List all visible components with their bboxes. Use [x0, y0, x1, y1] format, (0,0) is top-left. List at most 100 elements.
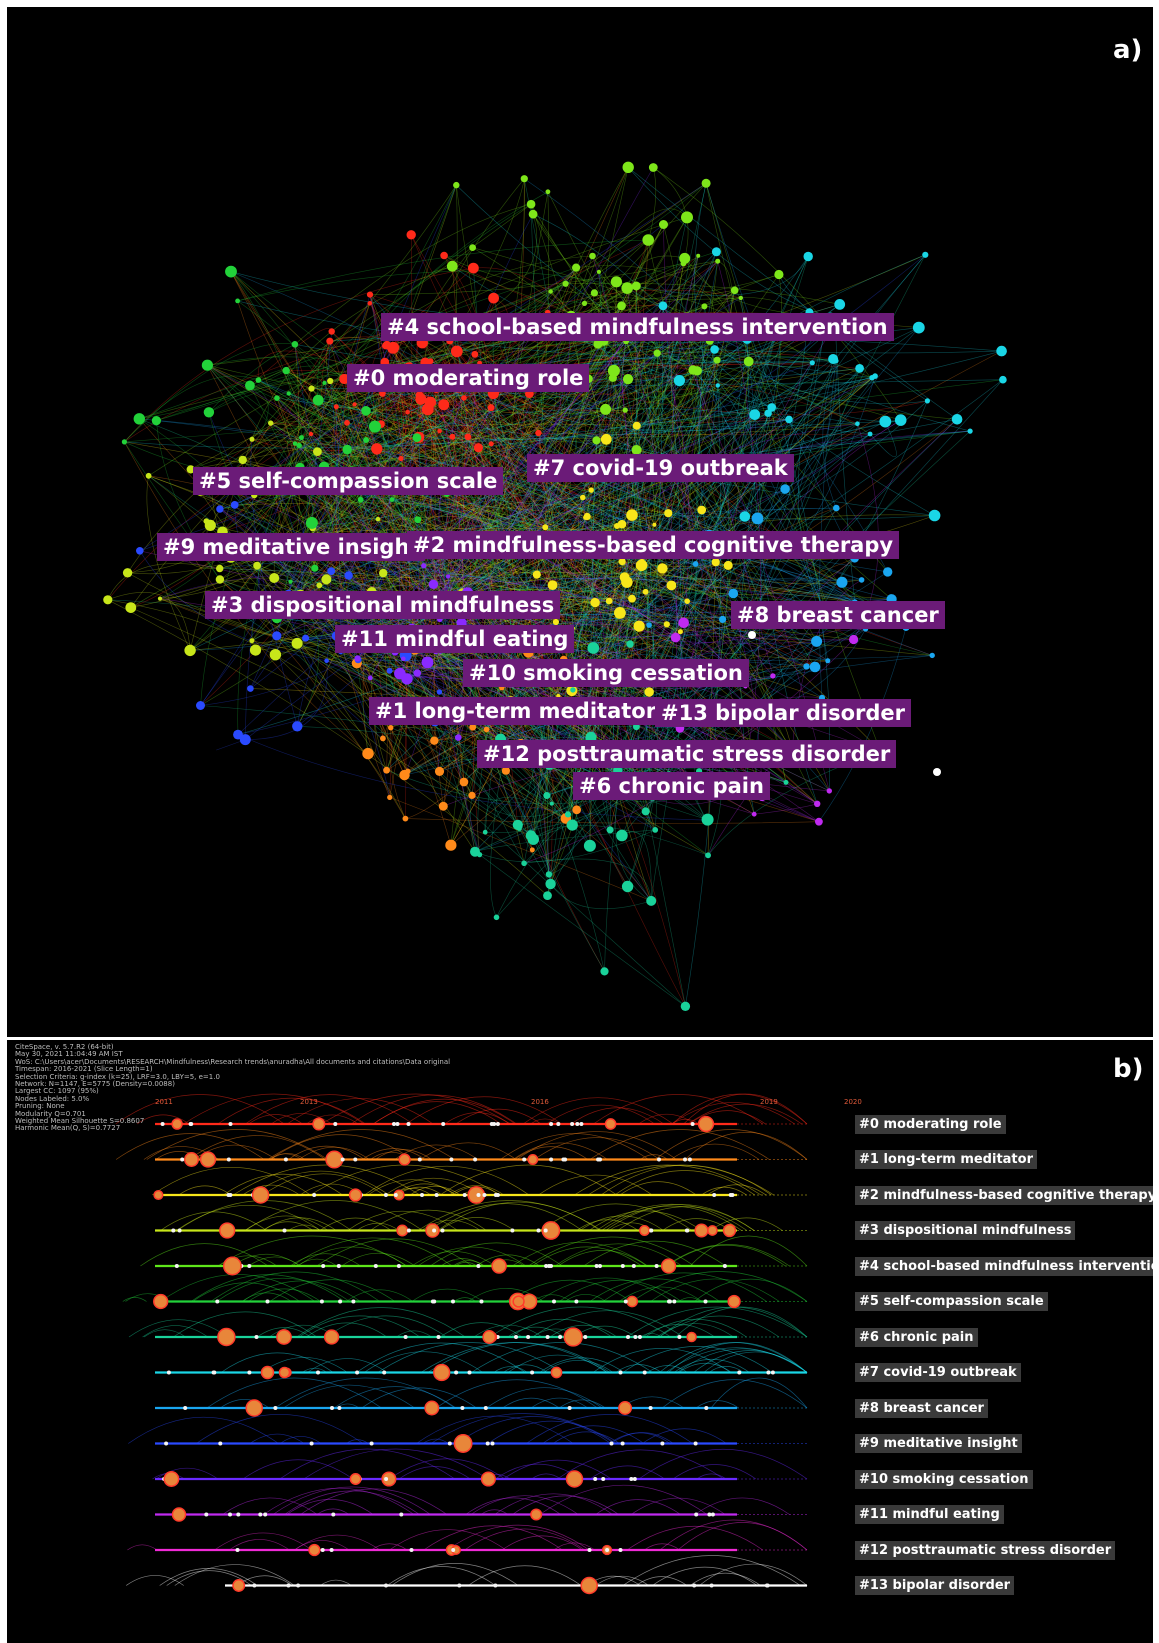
timeline-node — [693, 1441, 698, 1446]
network-node — [247, 685, 254, 692]
timeline-node — [626, 1335, 630, 1339]
network-node — [399, 769, 410, 781]
network-node — [652, 522, 657, 527]
timeline-node — [283, 1157, 288, 1162]
network-node — [401, 673, 413, 685]
network-node — [521, 860, 527, 867]
network-node — [626, 640, 634, 648]
network-node — [186, 465, 195, 474]
timeline-node — [218, 1441, 223, 1446]
network-node — [622, 374, 634, 385]
timeline-node — [618, 1548, 623, 1552]
network-node — [473, 443, 483, 453]
timeline-node — [710, 1512, 715, 1517]
network-node — [751, 811, 757, 817]
timeline-node — [440, 1228, 445, 1233]
network-node — [292, 721, 303, 732]
timeline-node — [583, 1335, 588, 1339]
network-node — [121, 439, 127, 445]
network-node — [617, 301, 626, 311]
timeline-node — [544, 1264, 549, 1268]
cluster-label-8: #8 breast cancer — [731, 601, 945, 629]
timeline-node — [226, 1193, 231, 1197]
network-node — [701, 813, 714, 826]
timeline-node — [417, 1157, 422, 1162]
network-node — [249, 638, 255, 644]
network-node — [967, 428, 973, 434]
network-node — [216, 505, 224, 513]
timeline-label-8: #8 breast cancer — [855, 1399, 988, 1418]
cluster-label-4: #4 school-based mindfulness intervention — [381, 313, 894, 341]
network-node — [670, 632, 681, 643]
network-node — [748, 631, 756, 639]
network-node — [738, 295, 743, 301]
timeline-node — [174, 1264, 179, 1268]
timeline-node — [462, 1193, 467, 1197]
timeline-node — [395, 1122, 400, 1126]
timeline-node — [330, 1406, 334, 1410]
network-node — [438, 801, 448, 811]
network-node — [501, 766, 510, 775]
timeline-node — [482, 1330, 497, 1344]
timeline-node — [392, 1122, 396, 1126]
network-node — [933, 768, 941, 776]
network-node — [125, 602, 137, 613]
cluster-network-panel: a) #4 school-based mindfulness intervent… — [7, 7, 1153, 1037]
timeline-node — [451, 1299, 455, 1304]
network-node — [701, 178, 711, 188]
timeline-node — [309, 1441, 314, 1446]
network-node — [616, 829, 628, 842]
network-node — [621, 282, 633, 294]
network-node — [103, 595, 113, 605]
timeline-node — [687, 1157, 692, 1162]
network-node — [543, 792, 551, 799]
network-node — [468, 262, 479, 274]
network-node — [606, 826, 614, 834]
timeline-node — [618, 1370, 623, 1375]
timeline-node — [460, 1406, 465, 1410]
network-node — [311, 564, 319, 572]
timeline-node — [333, 1122, 338, 1126]
network-node — [269, 649, 282, 661]
network-node — [666, 580, 677, 591]
timeline-node — [320, 1548, 325, 1552]
timeline-node — [530, 1508, 543, 1521]
network-node — [618, 558, 626, 566]
network-node — [614, 523, 620, 529]
network-node — [600, 433, 612, 445]
network-node — [436, 689, 443, 695]
network-node — [545, 871, 553, 878]
network-node — [230, 501, 239, 509]
network-node — [414, 516, 422, 524]
timeline-node — [737, 1370, 742, 1375]
network-node — [545, 878, 556, 890]
network-node — [487, 404, 495, 412]
cluster-label-11: #11 mindful eating — [335, 625, 575, 653]
cluster-label-6: #6 chronic pain — [573, 772, 770, 800]
network-node — [621, 880, 634, 893]
timeline-node — [199, 1151, 217, 1168]
network-node — [658, 301, 668, 311]
timeline-node — [160, 1122, 165, 1126]
timeline-node — [552, 1299, 556, 1304]
timeline-node — [457, 1583, 462, 1588]
network-node — [421, 563, 427, 569]
timeline-node — [667, 1299, 672, 1304]
timeline-node — [684, 1228, 689, 1233]
timeline-label-13: #13 bipolar disorder — [855, 1576, 1015, 1595]
network-node — [600, 967, 609, 976]
timeline-label-4: #4 school-based mindfulness intervention — [855, 1257, 1153, 1276]
network-node — [525, 830, 537, 841]
network-node — [471, 350, 479, 358]
timeline-node — [329, 1548, 334, 1552]
meta-line: Harmonic Mean(Q, S)=0.7727 — [15, 1124, 121, 1133]
network-node — [633, 723, 640, 731]
network-node — [814, 800, 821, 807]
network-node — [468, 791, 476, 800]
network-node — [298, 435, 304, 441]
network-node — [626, 509, 638, 521]
network-node — [774, 269, 784, 280]
network-node — [389, 497, 395, 502]
timeline-node — [351, 1299, 356, 1304]
timeline-node — [393, 1193, 398, 1197]
